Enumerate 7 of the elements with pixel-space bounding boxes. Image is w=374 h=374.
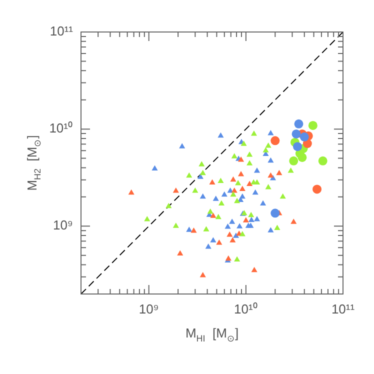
- x-tick-label: 10¹⁰: [234, 301, 258, 316]
- y-axis-title: MH2 [M⊙]: [24, 135, 42, 191]
- x-tick-label: 10⁹: [138, 301, 159, 316]
- x-tick-label: 10¹¹: [331, 301, 356, 316]
- y-tick-label: 10¹⁰: [49, 120, 73, 136]
- y-tick-label: 10⁹: [52, 218, 73, 233]
- y-tick-label: 10¹¹: [50, 24, 74, 39]
